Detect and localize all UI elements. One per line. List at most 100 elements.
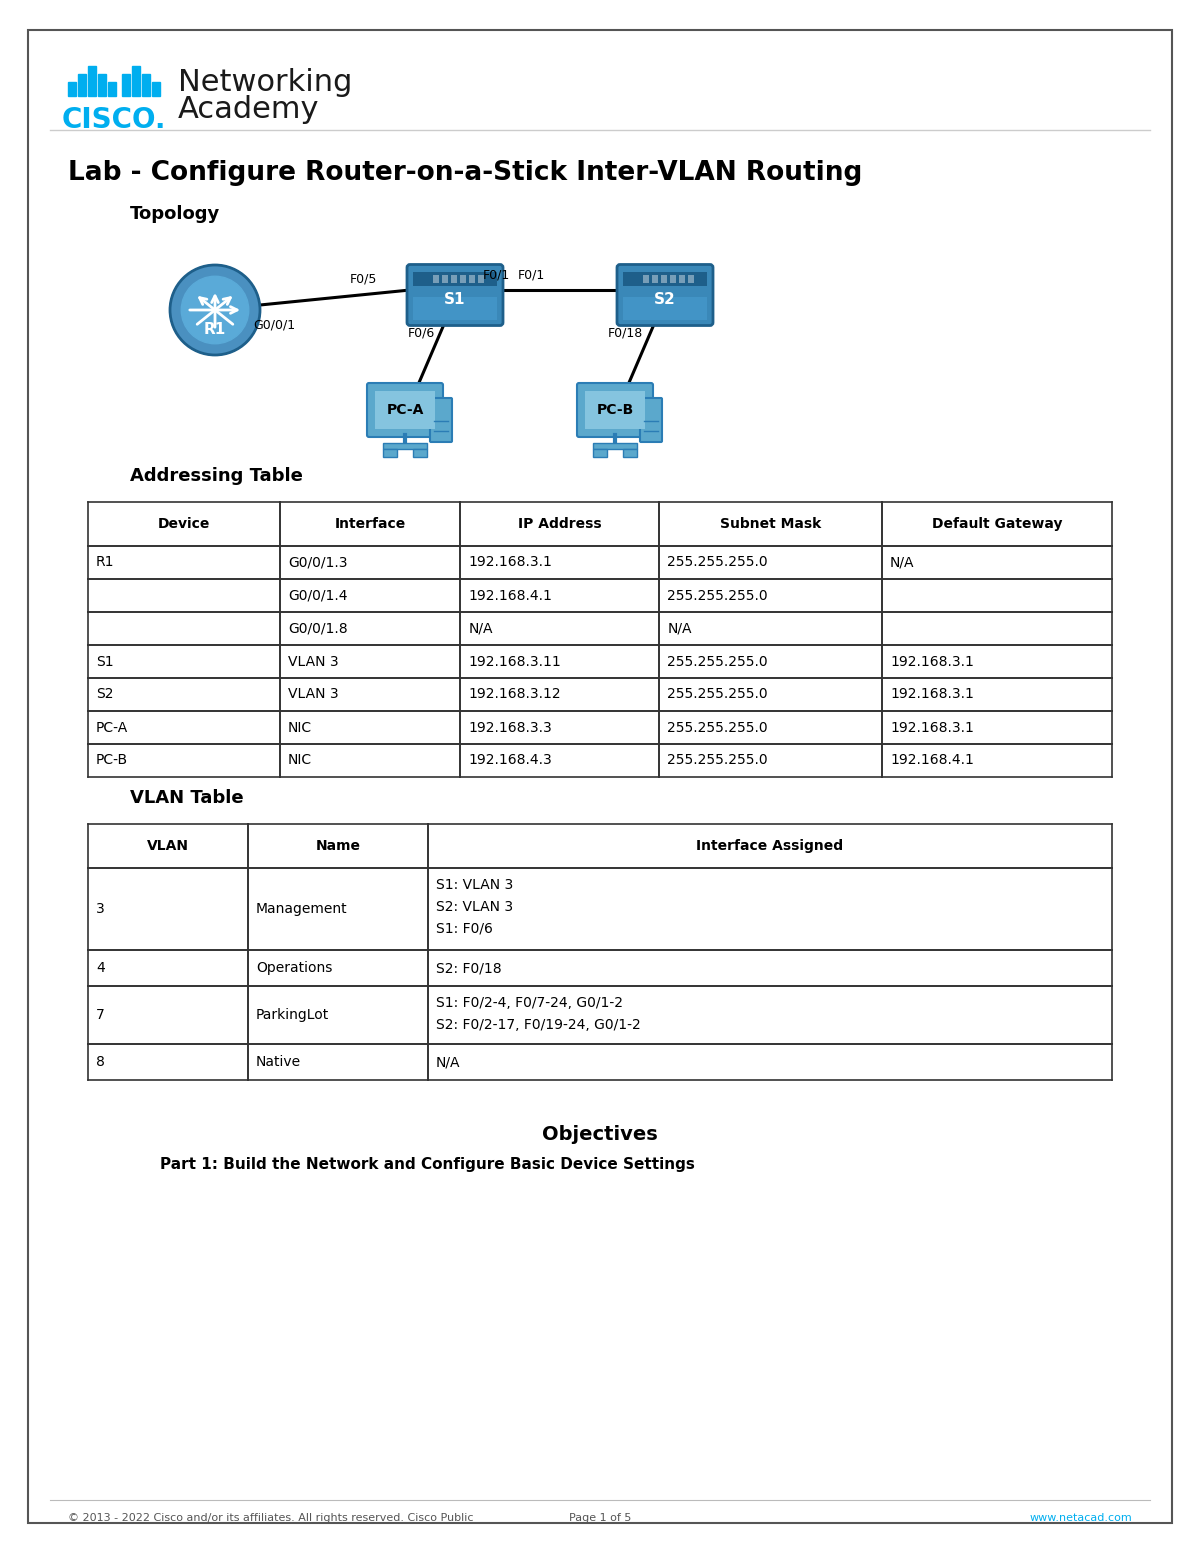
Bar — [374, 391, 436, 429]
Text: PC-A: PC-A — [96, 721, 128, 735]
Text: ParkingLot: ParkingLot — [256, 1008, 329, 1022]
Bar — [661, 275, 667, 283]
Text: 7: 7 — [96, 1008, 104, 1022]
Text: Name: Name — [316, 839, 360, 853]
Bar — [478, 275, 484, 283]
Text: S2: F0/18: S2: F0/18 — [436, 961, 502, 975]
Text: N/A: N/A — [890, 556, 914, 570]
Bar — [152, 82, 160, 96]
Text: 8: 8 — [96, 1054, 104, 1068]
Text: Networking: Networking — [178, 68, 353, 96]
Text: F0/1: F0/1 — [518, 269, 545, 283]
Bar — [593, 449, 607, 457]
Bar — [670, 275, 676, 283]
Text: VLAN 3: VLAN 3 — [288, 654, 338, 668]
Bar — [78, 75, 86, 96]
Text: Operations: Operations — [256, 961, 332, 975]
Bar — [132, 65, 140, 96]
Text: PC-B: PC-B — [596, 402, 634, 418]
Text: 255.255.255.0: 255.255.255.0 — [667, 556, 768, 570]
Text: NIC: NIC — [288, 721, 312, 735]
Text: 255.255.255.0: 255.255.255.0 — [667, 721, 768, 735]
Bar — [413, 272, 497, 286]
Bar — [108, 82, 116, 96]
Bar — [433, 275, 439, 283]
Text: © 2013 - 2022 Cisco and/or its affiliates. All rights reserved. Cisco Public: © 2013 - 2022 Cisco and/or its affiliate… — [68, 1513, 474, 1523]
Bar — [643, 275, 649, 283]
Text: Page 1 of 5: Page 1 of 5 — [569, 1513, 631, 1523]
Text: VLAN Table: VLAN Table — [130, 789, 244, 808]
Text: 3: 3 — [96, 902, 104, 916]
Text: G0/0/1: G0/0/1 — [253, 318, 295, 331]
Text: S2: F0/2-17, F0/19-24, G0/1-2: S2: F0/2-17, F0/19-24, G0/1-2 — [436, 1019, 641, 1033]
Bar — [442, 275, 448, 283]
FancyBboxPatch shape — [640, 398, 662, 443]
Text: G0/0/1.4: G0/0/1.4 — [288, 589, 348, 603]
Text: Subnet Mask: Subnet Mask — [720, 517, 821, 531]
Text: 192.168.4.3: 192.168.4.3 — [468, 753, 552, 767]
Text: S1: F0/2-4, F0/7-24, G0/1-2: S1: F0/2-4, F0/7-24, G0/1-2 — [436, 995, 623, 1009]
Text: G0/0/1.8: G0/0/1.8 — [288, 621, 348, 635]
Text: Device: Device — [158, 517, 210, 531]
Text: IP Address: IP Address — [518, 517, 601, 531]
Text: 192.168.3.11: 192.168.3.11 — [468, 654, 560, 668]
Text: S1: VLAN 3: S1: VLAN 3 — [436, 877, 514, 891]
FancyBboxPatch shape — [617, 264, 713, 326]
Bar — [451, 275, 457, 283]
Text: 192.168.3.1: 192.168.3.1 — [468, 556, 552, 570]
Text: Default Gateway: Default Gateway — [931, 517, 1062, 531]
Text: Lab - Configure Router-on-a-Stick Inter-VLAN Routing: Lab - Configure Router-on-a-Stick Inter-… — [68, 160, 863, 186]
Text: S1: S1 — [96, 654, 114, 668]
Text: www.netacad.com: www.netacad.com — [1030, 1513, 1132, 1523]
Text: Addressing Table: Addressing Table — [130, 467, 302, 485]
FancyBboxPatch shape — [430, 398, 452, 443]
Text: VLAN: VLAN — [148, 839, 190, 853]
FancyBboxPatch shape — [407, 264, 503, 326]
Text: 192.168.4.1: 192.168.4.1 — [468, 589, 552, 603]
Text: 192.168.3.1: 192.168.3.1 — [890, 654, 974, 668]
Text: 255.255.255.0: 255.255.255.0 — [667, 654, 768, 668]
Text: Management: Management — [256, 902, 348, 916]
Text: S2: VLAN 3: S2: VLAN 3 — [436, 901, 514, 915]
Bar — [469, 275, 475, 283]
Bar — [586, 391, 646, 429]
Bar — [88, 65, 96, 96]
Text: CISCO.: CISCO. — [61, 106, 167, 134]
Bar — [623, 272, 707, 286]
Bar — [383, 443, 427, 449]
Text: PC-A: PC-A — [386, 402, 424, 418]
Text: F0/1: F0/1 — [482, 269, 510, 283]
Text: Interface Assigned: Interface Assigned — [696, 839, 844, 853]
Text: 192.168.3.3: 192.168.3.3 — [468, 721, 552, 735]
Text: 255.255.255.0: 255.255.255.0 — [667, 688, 768, 702]
Text: S1: S1 — [444, 292, 466, 307]
Text: R1: R1 — [204, 323, 226, 337]
Text: Part 1: Build the Network and Configure Basic Device Settings: Part 1: Build the Network and Configure … — [160, 1157, 695, 1173]
FancyBboxPatch shape — [577, 384, 653, 436]
Bar — [68, 82, 76, 96]
Text: 192.168.4.1: 192.168.4.1 — [890, 753, 974, 767]
Bar — [679, 275, 685, 283]
Text: Interface: Interface — [335, 517, 406, 531]
Bar — [460, 275, 466, 283]
Text: F0/5: F0/5 — [350, 273, 377, 286]
Bar — [593, 443, 637, 449]
Text: S1: F0/6: S1: F0/6 — [436, 922, 493, 936]
Text: N/A: N/A — [436, 1054, 461, 1068]
Text: Native: Native — [256, 1054, 301, 1068]
Bar — [142, 75, 150, 96]
Text: 255.255.255.0: 255.255.255.0 — [667, 753, 768, 767]
Circle shape — [181, 276, 248, 343]
Text: N/A: N/A — [667, 621, 691, 635]
Bar — [122, 75, 130, 96]
Text: Academy: Academy — [178, 95, 319, 124]
Text: G0/0/1.3: G0/0/1.3 — [288, 556, 348, 570]
Text: VLAN 3: VLAN 3 — [288, 688, 338, 702]
FancyBboxPatch shape — [367, 384, 443, 436]
Bar — [623, 449, 637, 457]
Text: 4: 4 — [96, 961, 104, 975]
Circle shape — [170, 266, 260, 356]
Text: PC-B: PC-B — [96, 753, 128, 767]
Text: R1: R1 — [96, 556, 114, 570]
Bar — [688, 275, 694, 283]
